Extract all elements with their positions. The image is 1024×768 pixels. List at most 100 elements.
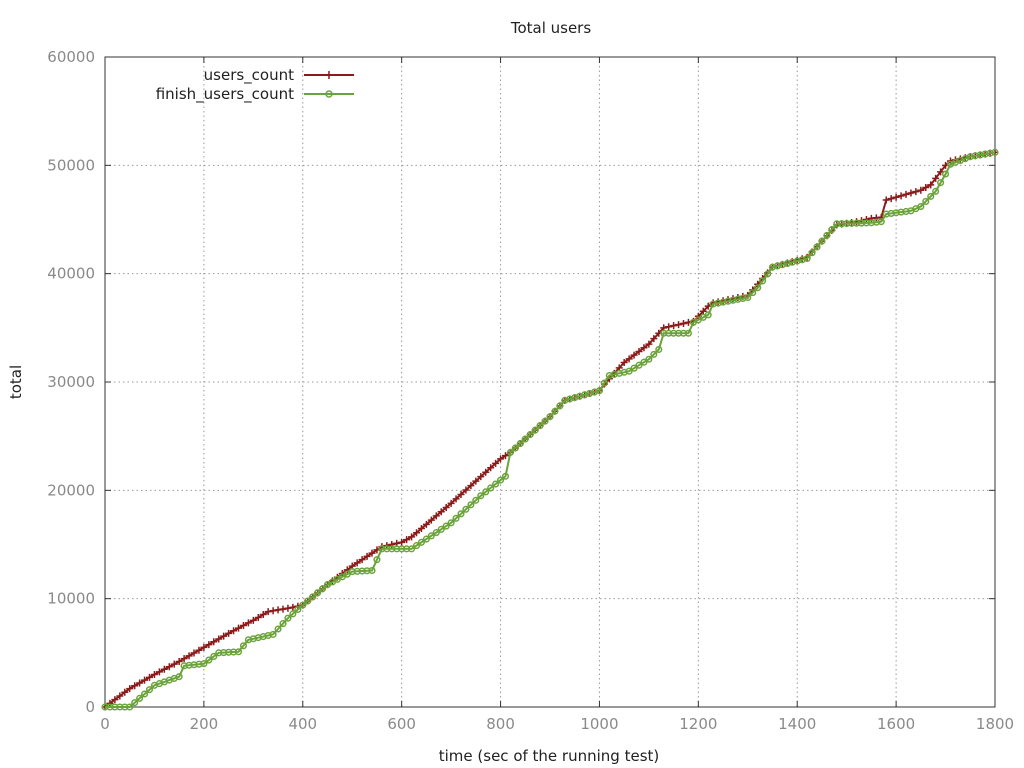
data-point (932, 174, 940, 182)
data-point (877, 218, 885, 226)
data-point (684, 329, 692, 337)
data-point (274, 625, 282, 633)
data-point (482, 468, 490, 476)
data-point (551, 407, 559, 415)
data-point (220, 632, 228, 640)
data-point (417, 525, 425, 533)
data-point (427, 516, 435, 524)
data-point (170, 660, 178, 668)
data-point (259, 611, 267, 619)
data-point (141, 676, 149, 684)
axes-ticks-group: 0 200 400 600 800 1000 1200 1400 1600 1800 0 10000 2… (47, 48, 1014, 733)
data-point (477, 473, 485, 481)
data-point (447, 499, 455, 507)
legend-label-users-count: users_count (204, 66, 294, 85)
data-point (210, 638, 218, 646)
data-point (635, 361, 643, 369)
data-point (595, 387, 603, 395)
data-point (828, 226, 836, 234)
data-point (492, 480, 500, 488)
y-axis-label: total (7, 365, 25, 399)
data-point (630, 351, 638, 359)
data-point (417, 538, 425, 546)
data-point (131, 682, 139, 690)
data-point (126, 685, 134, 693)
data-point (239, 642, 247, 650)
data-point (467, 482, 475, 490)
data-point (314, 589, 322, 597)
data-point (482, 488, 490, 496)
data-point (516, 439, 524, 448)
y-tick-label: 60000 (47, 48, 95, 66)
data-point (937, 179, 945, 187)
data-point (764, 270, 772, 278)
data-point (808, 249, 816, 257)
data-point (432, 529, 440, 537)
data-point (254, 613, 262, 621)
data-point (205, 656, 213, 664)
data-point (427, 532, 435, 540)
data-point (497, 455, 505, 463)
x-tick-label: 1600 (877, 715, 915, 733)
data-point (373, 556, 381, 564)
data-point (942, 170, 950, 178)
data-point (917, 202, 925, 211)
legend: users_count finish_users_count (156, 66, 354, 104)
x-tick-label: 400 (288, 715, 317, 733)
data-point (442, 522, 450, 530)
data-point (620, 359, 628, 366)
data-point (111, 696, 119, 704)
data-point (462, 505, 470, 513)
data-point (452, 495, 460, 503)
data-point (803, 254, 811, 263)
data-point (141, 690, 149, 698)
data-point (358, 556, 366, 564)
x-tick-label: 1000 (580, 715, 618, 733)
data-point (437, 508, 445, 516)
data-point (640, 344, 648, 352)
data-point (422, 535, 430, 543)
y-tick-label: 0 (85, 698, 95, 716)
data-point (625, 367, 633, 375)
data-point (408, 545, 416, 553)
data-point (902, 190, 910, 198)
data-point (521, 435, 529, 443)
legend-marker-plus (325, 71, 333, 79)
data-point (526, 430, 534, 439)
data-point (882, 196, 890, 204)
data-point (546, 413, 554, 421)
x-tick-label: 600 (387, 715, 416, 733)
data-point (269, 630, 277, 638)
data-point (457, 510, 465, 518)
data-point (912, 188, 920, 196)
data-point (225, 629, 233, 637)
data-point (477, 492, 485, 500)
data-point (744, 293, 752, 302)
data-point (635, 347, 643, 355)
data-point (704, 311, 712, 319)
data-point (665, 323, 673, 331)
data-point (907, 189, 915, 197)
series-group (101, 148, 999, 711)
chart-title: Total users (510, 19, 592, 37)
data-point (932, 187, 940, 195)
data-point (650, 350, 658, 358)
data-point (991, 148, 999, 156)
data-point (749, 289, 757, 297)
data-point (264, 608, 272, 616)
grid-group (105, 57, 995, 707)
legend-label-finish-users-count: finish_users_count (156, 85, 294, 104)
data-point (180, 655, 188, 663)
data-point (175, 673, 183, 681)
data-point (531, 426, 539, 434)
data-point (650, 335, 658, 343)
data-point (492, 459, 500, 467)
x-tick-label: 800 (486, 715, 515, 733)
data-point (759, 277, 767, 285)
data-point (556, 402, 564, 410)
series-line (104, 151, 996, 708)
data-point (200, 643, 208, 651)
x-axis-label: time (sec of the running test) (439, 747, 660, 765)
data-point (215, 635, 223, 643)
data-point (368, 566, 376, 575)
